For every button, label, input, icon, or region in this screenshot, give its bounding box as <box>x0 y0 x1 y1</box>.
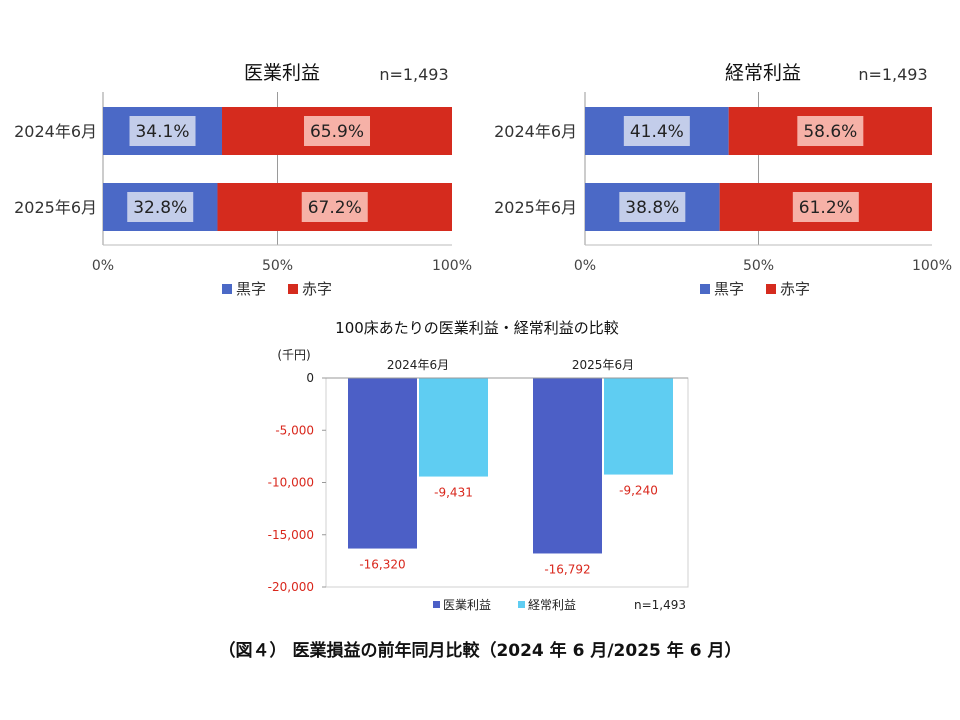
stacked-chart-ordinary-profit: 経常利益 n=1,493 2024年6月 41.4% 58.6% 2025年6月 38.… <box>494 62 952 298</box>
data-label-black: 34.1% <box>135 122 189 142</box>
data-label: -9,431 <box>434 486 473 500</box>
data-label-box <box>301 192 368 222</box>
legend-label-red: 赤字 <box>302 280 332 298</box>
legend-swatch-black <box>222 284 232 294</box>
y-tick-label: -20,000 <box>268 580 314 594</box>
x-tick-label: 50% <box>743 258 774 274</box>
data-label-red: 58.6% <box>803 122 857 142</box>
data-label: -16,320 <box>359 558 405 572</box>
bar-medical-profit <box>348 378 417 549</box>
x-tick-label: 0% <box>92 258 114 274</box>
data-label: -16,792 <box>544 562 590 576</box>
legend-label-black: 黒字 <box>714 280 744 298</box>
legend-label-red: 赤字 <box>780 280 810 298</box>
category-label: 2025年6月 <box>572 358 634 372</box>
data-label-box <box>792 192 859 222</box>
category-label: 2025年6月 <box>14 198 97 217</box>
y-tick-label: -15,000 <box>268 528 314 542</box>
data-label-red: 61.2% <box>799 198 853 218</box>
sample-size-note: n=1,493 <box>858 65 927 84</box>
y-tick-label: -5,000 <box>275 423 314 437</box>
legend-swatch-red <box>766 284 776 294</box>
chart-title: 医業利益 <box>244 62 320 84</box>
grouped-bar-chart-per-100-beds: 100床あたりの医業利益・経常利益の比較 (千円) n=1,493 0 -5,00… <box>268 319 689 612</box>
data-label-black: 32.8% <box>133 198 187 218</box>
chart-title: 100床あたりの医業利益・経常利益の比較 <box>335 319 619 337</box>
y-axis-unit: (千円) <box>277 348 310 362</box>
data-label-black: 41.4% <box>630 122 684 142</box>
bar-medical-profit <box>533 378 602 554</box>
legend-label-ordinary: 経常利益 <box>528 598 576 612</box>
category-label: 2025年6月 <box>494 198 577 217</box>
data-label-box <box>129 116 196 146</box>
legend-swatch-ordinary <box>518 601 525 608</box>
category-label: 2024年6月 <box>14 122 97 141</box>
data-label-box <box>797 116 864 146</box>
legend-swatch-medical <box>433 601 440 608</box>
x-tick-label: 100% <box>912 258 952 274</box>
legend-swatch-red <box>288 284 298 294</box>
legend-swatch-black <box>700 284 710 294</box>
bar-ordinary-profit <box>604 378 673 475</box>
x-tick-label: 100% <box>432 258 472 274</box>
data-label-red: 67.2% <box>308 198 362 218</box>
y-tick-label: 0 <box>306 371 314 385</box>
data-label-black: 38.8% <box>625 198 679 218</box>
stacked-chart-medical-profit: 医業利益 n=1,493 2024年6月 34.1% 65.9% 2025年6月 32.… <box>14 62 472 298</box>
legend-label-medical: 医業利益 <box>443 598 491 612</box>
category-label: 2024年6月 <box>494 122 577 141</box>
data-label-box <box>304 116 371 146</box>
bar-ordinary-profit <box>419 378 488 477</box>
data-label-box <box>127 192 194 222</box>
x-tick-label: 0% <box>574 258 596 274</box>
figure-caption: （図４） 医業損益の前年同月比較（2024 年 6 月/2025 年 6 月） <box>219 640 742 661</box>
data-label-red: 65.9% <box>310 122 364 142</box>
x-tick-label: 50% <box>262 258 293 274</box>
category-label: 2024年6月 <box>387 358 449 372</box>
sample-size-note: n=1,493 <box>634 598 686 612</box>
y-tick-label: -10,000 <box>268 476 314 490</box>
legend-label-black: 黒字 <box>236 280 266 298</box>
chart-title: 経常利益 <box>725 62 801 84</box>
data-label-box <box>623 116 690 146</box>
data-label-box <box>619 192 686 222</box>
data-label: -9,240 <box>619 484 658 498</box>
sample-size-note: n=1,493 <box>379 65 448 84</box>
